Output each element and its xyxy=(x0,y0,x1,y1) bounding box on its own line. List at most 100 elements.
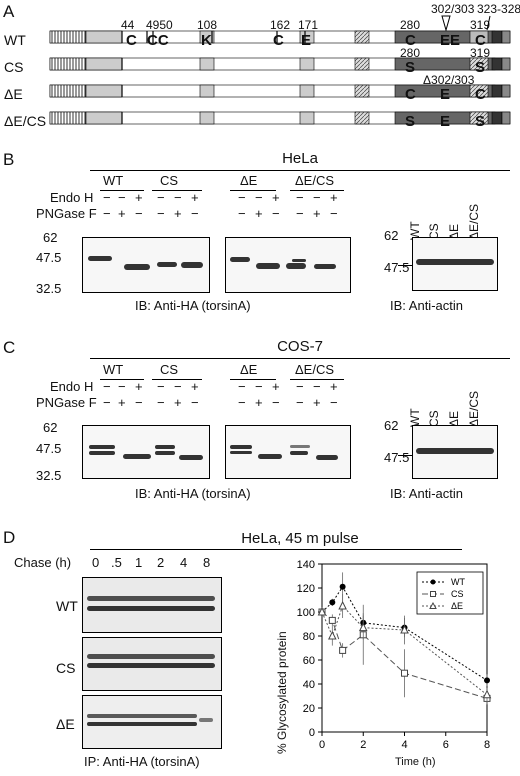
pngase-sign: − xyxy=(103,206,111,221)
c-endo-label: Endo H xyxy=(50,379,94,394)
pngase-sign: − xyxy=(135,206,143,221)
b-group-de-rule xyxy=(230,190,276,191)
d-chase-2: 2 xyxy=(157,555,165,570)
pngase-sign: + xyxy=(313,206,321,221)
pos-108: 108 xyxy=(197,18,218,32)
y-tick-label: 120 xyxy=(297,583,315,595)
series-line-ΔE xyxy=(321,605,488,696)
schematic-row-3-box-a xyxy=(199,111,215,125)
pos-162: 162 xyxy=(270,18,291,32)
schematic-row-2-box-d xyxy=(469,84,489,98)
d-blot-cs xyxy=(82,637,222,691)
glycosylation-chart: 0 20 40 60 80 100 120 140 0 2 4 6 8 WT CS ΔE xyxy=(297,559,492,751)
endo-sign: + xyxy=(135,379,143,394)
b-actin-mw-62: 62 xyxy=(384,228,399,243)
x-tick-label: 4 xyxy=(401,739,407,751)
d-row-de: ΔE xyxy=(56,716,75,732)
d-row-cs: CS xyxy=(56,660,76,676)
b-group-wt-rule xyxy=(100,190,144,191)
schematic-row-0-hydrophobic xyxy=(85,30,123,44)
schematic-row-0-box-c xyxy=(354,30,370,44)
schematic-row-2-box-b xyxy=(299,84,315,98)
endo-sign: − xyxy=(103,190,111,205)
schematic-row-1-box-a xyxy=(199,57,215,71)
point-ΔE xyxy=(338,600,347,610)
schematic-row-2-hydrophobic xyxy=(85,84,123,98)
pngase-sign: − xyxy=(296,395,304,410)
res-c280: C xyxy=(405,32,416,49)
y-tick-label: 80 xyxy=(303,631,315,643)
c-group-wt-rule xyxy=(100,379,144,380)
pngase-sign: + xyxy=(255,395,263,410)
schematic-row-3-hydrophobic xyxy=(85,111,123,125)
panel-a-letter: A xyxy=(3,2,15,21)
endo-sign: + xyxy=(330,190,338,205)
point-CS xyxy=(339,646,347,654)
b-pngase-label: PNGase F xyxy=(36,206,97,221)
point-WT xyxy=(329,599,336,606)
endo-sign: − xyxy=(313,190,321,205)
schematic-row-1-box-e xyxy=(491,57,503,71)
pngase-sign: − xyxy=(272,206,280,221)
pngase-sign: − xyxy=(157,206,165,221)
panel-d-letter: D xyxy=(3,528,16,547)
cs-res-s319: S xyxy=(475,59,486,76)
c-group-wt: WT xyxy=(103,362,124,377)
schematic-row-0-signal xyxy=(49,30,87,44)
c-group-decs-rule xyxy=(290,379,344,380)
series-line-WT xyxy=(321,585,488,681)
point-ΔE xyxy=(317,606,327,616)
schematic-row-3-box-f xyxy=(501,111,511,125)
cs-pos-319: 319 xyxy=(470,46,491,60)
pngase-sign: + xyxy=(118,206,126,221)
row-cs-label: CS xyxy=(4,59,24,75)
x-tick-label: 0 xyxy=(319,739,325,751)
b-actin-mw-47: 47.5 xyxy=(384,260,410,275)
chart-xlabel: Time (h) xyxy=(395,756,436,768)
endo-sign: + xyxy=(272,190,280,205)
pngase-sign: − xyxy=(330,395,338,410)
schematic-row-2-signal xyxy=(49,84,87,98)
pngase-sign: − xyxy=(330,206,338,221)
endo-sign: − xyxy=(296,379,304,394)
endo-sign: − xyxy=(157,379,165,394)
pos-44: 44 xyxy=(121,18,135,32)
d-chase-05: .5 xyxy=(111,555,122,570)
b-group-wt: WT xyxy=(103,173,124,188)
row-wt-label: WT xyxy=(4,32,26,48)
de-res-c280: C xyxy=(405,86,416,103)
schematic-row-0-box-b xyxy=(299,30,315,44)
legend-label-WT: WT xyxy=(451,577,465,587)
b-mw-47: 47.5 xyxy=(36,250,62,265)
schematic-row-0-box-e xyxy=(491,30,503,44)
endo-sign: − xyxy=(255,379,263,394)
hela-title: HeLa xyxy=(282,150,318,167)
cs-pos-280: 280 xyxy=(400,46,421,60)
b-caption-actin: IB: Anti-actin xyxy=(390,298,463,313)
c-actin-mw-62: 62 xyxy=(384,418,399,433)
x-tick-label: 6 xyxy=(443,739,449,751)
c-group-decs: ΔE/CS xyxy=(295,362,335,377)
pngase-sign: + xyxy=(255,206,263,221)
panel-b-letter: B xyxy=(3,150,15,169)
point-ΔE xyxy=(328,630,337,640)
schematic-row-1-box-d xyxy=(469,57,489,71)
pos-302-303: 302/303 xyxy=(431,2,475,16)
d-chase-4: 4 xyxy=(180,555,188,570)
b-actin-tick xyxy=(398,265,412,266)
d-blot-de xyxy=(82,695,222,749)
cos-title: COS-7 xyxy=(277,338,323,355)
c-group-cs-rule xyxy=(152,379,202,380)
point-CS xyxy=(328,616,336,624)
res-c162: C xyxy=(273,32,284,49)
pngase-sign: − xyxy=(238,395,246,410)
b-blot-wt-cs xyxy=(82,237,210,293)
c-blot-actin xyxy=(412,425,498,479)
res-ee302: EE xyxy=(440,32,461,49)
pngase-sign: − xyxy=(272,395,280,410)
cs-res-s280: S xyxy=(405,59,416,76)
y-tick-label: 60 xyxy=(303,655,315,667)
schematic-row-1-box-b xyxy=(299,57,315,71)
b-mw-62: 62 xyxy=(43,230,58,245)
endo-sign: − xyxy=(296,190,304,205)
